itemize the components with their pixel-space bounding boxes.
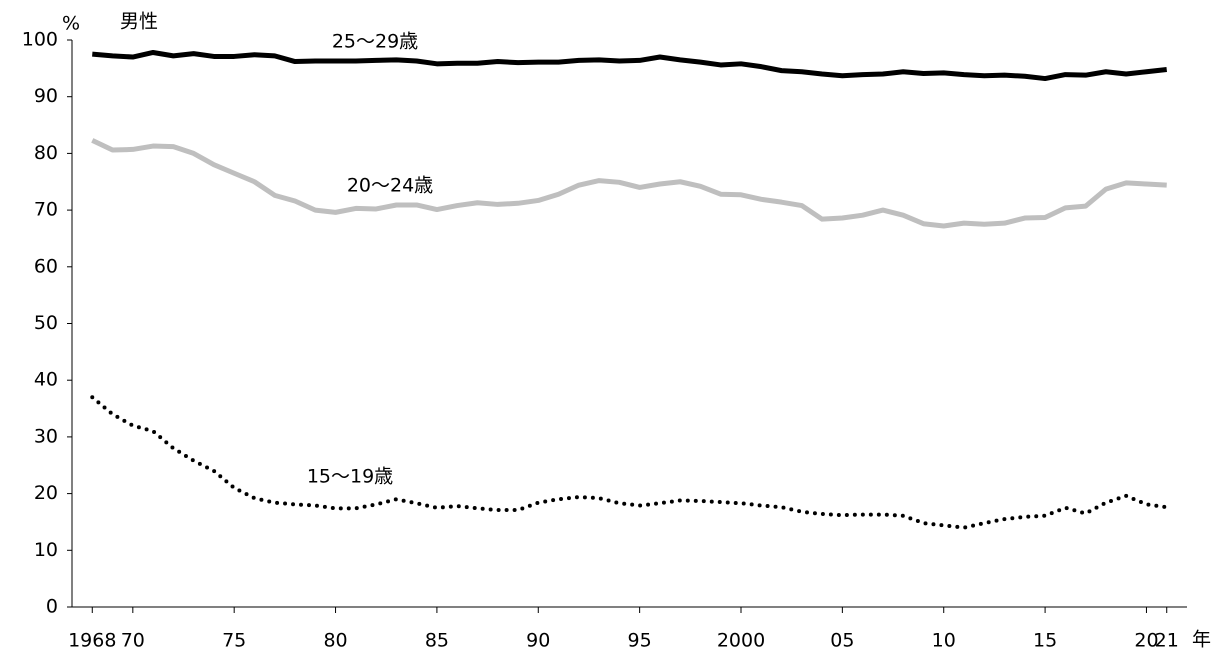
series-label: 15～19歳	[307, 466, 393, 488]
x-tick-label: 70	[121, 630, 145, 652]
x-tick-label: 90	[526, 630, 550, 652]
x-unit: 年	[1192, 629, 1211, 651]
x-tick-label: 2000	[717, 630, 765, 652]
x-tick-label: 95	[628, 630, 652, 652]
y-tick-label: 90	[34, 85, 58, 107]
chart-title: 男性	[120, 11, 158, 33]
x-tick-label: 21	[1155, 630, 1179, 652]
series-label: 25～29歳	[332, 31, 418, 53]
y-tick-label: 40	[34, 369, 58, 391]
x-tick-label: 15	[1033, 630, 1057, 652]
y-tick-label: 60	[34, 255, 58, 277]
series-label: 20～24歳	[347, 175, 433, 197]
series-line	[91, 138, 1167, 229]
x-tick-label: 80	[323, 630, 347, 652]
x-tick-label: 75	[222, 630, 246, 652]
y-tick-label: 0	[46, 596, 58, 618]
series-line	[92, 49, 1168, 82]
x-tick-label: 20	[1134, 630, 1158, 652]
series-line	[90, 395, 1169, 530]
x-tick-label: 05	[830, 630, 854, 652]
y-tick-label: 80	[34, 142, 58, 164]
y-tick-label: 50	[34, 312, 58, 334]
x-tick-label: 85	[425, 630, 449, 652]
y-tick-label: 70	[34, 199, 58, 221]
x-tick-label: 10	[932, 630, 956, 652]
x-tick-label: 1968	[68, 630, 116, 652]
y-tick-label: 100	[22, 29, 58, 51]
y-tick-label: 20	[34, 482, 58, 504]
y-tick-label: 10	[34, 539, 58, 561]
y-unit: %	[62, 13, 80, 35]
y-tick-label: 30	[34, 425, 58, 447]
